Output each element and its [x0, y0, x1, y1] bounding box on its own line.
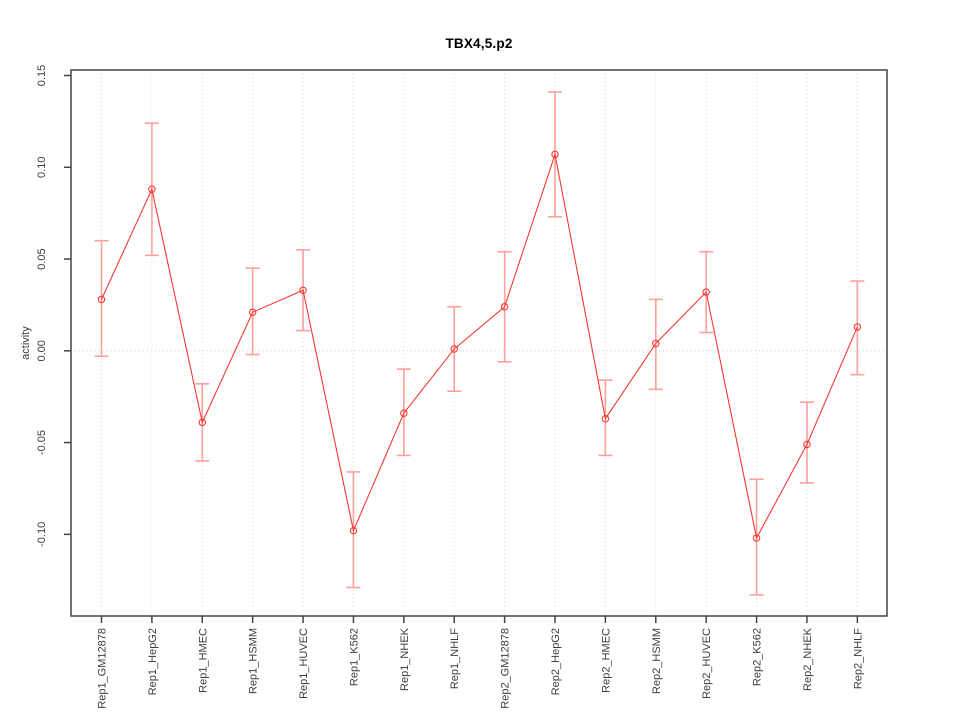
x-tick-label: Rep1_GM12878 [97, 628, 109, 709]
data-points [97, 150, 862, 542]
axis-ticks [64, 74, 859, 623]
error-bar [396, 368, 411, 457]
x-tick-label: Rep2_HSMM [651, 628, 663, 694]
x-tick-label: Rep1_HSMM [248, 628, 260, 694]
x-tick-labels: Rep1_GM12878 Rep1_HepG2 Rep1_HMEC Rep1_HSMM… [97, 627, 865, 708]
data-point [652, 339, 660, 348]
data-point [400, 409, 408, 417]
data-point [198, 418, 207, 427]
data-point [148, 185, 156, 194]
data-point [450, 345, 458, 353]
error-bar [245, 267, 260, 356]
x-tick-label: Rep2_NHLF [852, 628, 864, 689]
plot-box-group [70, 69, 888, 617]
x-tick-label: Rep1_HUVEC [298, 628, 310, 699]
x-tick-label: Rep2_HUVEC [701, 628, 713, 699]
error-bars [94, 91, 865, 596]
data-point [853, 323, 862, 331]
data-point [500, 303, 509, 311]
data-point [248, 308, 257, 317]
y-tick-label: 0.10 [36, 157, 48, 178]
y-tick-label: 0.15 [36, 65, 48, 86]
chart-title: TBX4,5.p2 [445, 36, 513, 51]
data-point [349, 526, 358, 535]
data-point [601, 414, 610, 423]
x-tick-label: Rep1_NHLF [449, 628, 461, 689]
y-tick-label: 0.00 [36, 340, 48, 361]
y-tick-label: -0.10 [36, 522, 48, 547]
x-tick-label: Rep1_HepG2 [147, 628, 159, 695]
data-point [752, 534, 761, 542]
y-tick-label: 0.05 [36, 248, 48, 269]
data-point [551, 150, 559, 159]
data-point [803, 440, 811, 449]
x-tick-label: Rep2_GM12878 [500, 628, 512, 709]
y-tick-label: -0.05 [36, 430, 48, 455]
x-tick-label: Rep1_NHEK [399, 627, 411, 691]
data-point [97, 295, 106, 304]
x-tick-label: Rep2_HepG2 [550, 628, 562, 695]
data-line [100, 152, 858, 540]
plot-box [70, 69, 888, 617]
data-line-group [100, 152, 858, 540]
data-point [702, 288, 710, 296]
x-tick-label: Rep2_K562 [752, 628, 764, 686]
x-tick-label: Rep1_K562 [348, 628, 360, 686]
x-tick-label: Rep2_HMEC [600, 628, 612, 693]
data-point [299, 286, 307, 294]
x-tick-label: Rep1_HMEC [197, 628, 209, 693]
gridlines [71, 70, 887, 616]
x-tick-label: Rep2_NHEK [802, 627, 814, 691]
error-bar [799, 401, 814, 484]
y-tick-labels: 0.15 0.10 0.05 0.00 -0.05 -0.10 [36, 65, 48, 547]
